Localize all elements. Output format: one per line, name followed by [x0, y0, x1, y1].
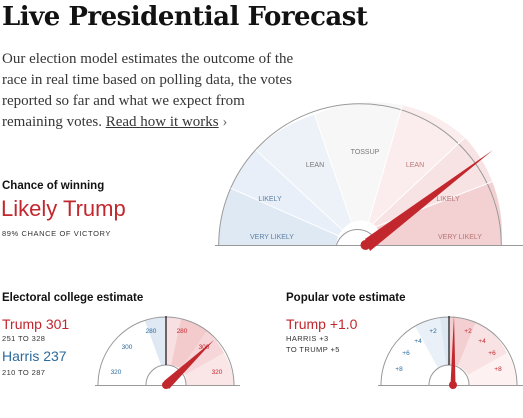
- popular-tick-d2: +2: [429, 328, 437, 335]
- page-title: Live Presidential Forecast: [2, 2, 368, 32]
- popular-tick-d4: +4: [414, 338, 422, 345]
- popular-vote-range-line1: HARRIS +3: [286, 334, 329, 343]
- electoral-tick-d280: 280: [146, 328, 157, 335]
- gauge-zone-left-very-likely: [218, 188, 339, 245]
- electoral-gauge: 320 300 280 280 300 320: [95, 316, 240, 389]
- gauge-label-left-very-likely: VERY LIKELY: [250, 234, 294, 241]
- popular-tick-d6: +6: [402, 350, 410, 357]
- gauge-zone-tossup: [314, 102, 403, 223]
- electoral-tick-r300: 300: [199, 344, 210, 351]
- electoral-tick-r320: 320: [212, 369, 223, 376]
- harris-electoral-estimate: Harris 237: [2, 348, 67, 364]
- gauge-label-left-lean: LEAN: [306, 162, 324, 169]
- chance-percent: 89% CHANCE OF VICTORY: [2, 229, 112, 238]
- electoral-needle: [164, 340, 214, 389]
- electoral-tick-r280: 280: [177, 328, 188, 335]
- gauge-label-right-very-likely: VERY LIKELY: [438, 234, 482, 241]
- electoral-tick-d320: 320: [111, 369, 122, 376]
- electoral-tick-d300: 300: [122, 344, 133, 351]
- trump-electoral-estimate: Trump 301: [2, 316, 70, 332]
- gauge-label-right-likely: LIKELY: [436, 196, 460, 203]
- electoral-needle-hub: [162, 381, 170, 389]
- gauge-zone-left-lean: [255, 114, 352, 230]
- gauge-needle: [365, 150, 493, 251]
- popular-tick-r6: +6: [488, 350, 496, 357]
- read-how-it-works-link[interactable]: Read how it works: [105, 114, 219, 130]
- gauge-label-right-lean: LEAN: [406, 162, 424, 169]
- popular-tick-r8: +8: [494, 366, 502, 373]
- chance-of-winning-label: Chance of winning: [2, 180, 105, 192]
- harris-electoral-range: 210 TO 287: [2, 368, 46, 377]
- chevron-right-icon: ›: [222, 114, 228, 130]
- gauge-zone-left-likely-outer: [230, 150, 343, 236]
- intro-text: Our election model estimates the outcome…: [2, 51, 294, 130]
- popular-vote-label: Popular vote estimate: [286, 292, 406, 304]
- popular-vote-needle-hub: [449, 381, 457, 389]
- gauge-needle-hub: [360, 240, 371, 250]
- popular-vote-estimate: Trump +1.0: [286, 316, 358, 332]
- popular-vote-gauge: +8 +6 +4 +2 +2 +4 +6 +8: [378, 315, 523, 389]
- chance-rating: Likely Trump: [1, 196, 126, 221]
- popular-tick-d8: +8: [395, 366, 403, 373]
- chance-gauge: LIKELY VERY LIKELY LEAN TOSSUP LEAN LIKE…: [215, 102, 523, 251]
- electoral-label: Electoral college estimate: [2, 292, 144, 304]
- gauge-label-left-likely: LIKELY: [258, 196, 282, 203]
- gauge-zone-right-lean: [368, 105, 465, 224]
- popular-vote-needle: [450, 315, 456, 385]
- popular-tick-r4: +4: [478, 338, 486, 345]
- intro-paragraph: Our election model estimates the outcome…: [2, 49, 302, 133]
- gauge-label-tossup: TOSSUP: [351, 149, 380, 156]
- gauge-zone-right-likely: [372, 137, 493, 227]
- gauge-zone-right-very-likely: [376, 181, 502, 245]
- popular-vote-range-line2: TO TRUMP +5: [286, 345, 340, 354]
- popular-tick-r2: +2: [464, 328, 472, 335]
- trump-electoral-range: 251 TO 328: [2, 334, 46, 343]
